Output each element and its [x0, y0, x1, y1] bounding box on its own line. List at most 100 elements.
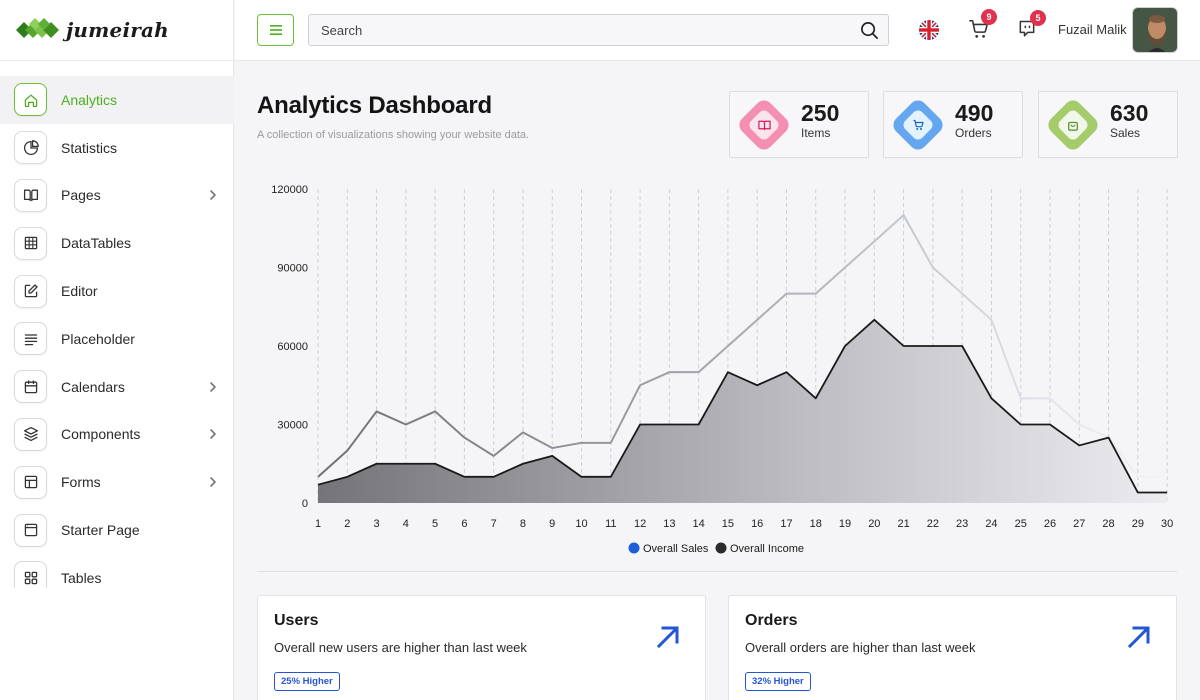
stat-icon-holder	[910, 117, 926, 133]
avatar-image	[1133, 8, 1177, 52]
home-icon	[24, 94, 37, 107]
messages-button[interactable]: 5	[1017, 10, 1046, 44]
book-icon	[23, 190, 38, 202]
analytics-chart: 0 30000 60000 90000 120000 1 2 3 4 5 6 7 8 9 10 11 12 13 1…	[255, 178, 1175, 563]
x-tick-label: 4	[403, 518, 409, 530]
stat-card-items[interactable]: 250 Items	[729, 91, 869, 158]
x-tick-label: 6	[461, 518, 467, 530]
x-tick-label: 14	[693, 518, 705, 530]
x-tick-label: 2	[344, 518, 350, 530]
stat-label: Orders	[955, 126, 992, 140]
stat-value: 490	[955, 100, 994, 126]
sidebar-item-placeholder[interactable]: Placeholder	[0, 315, 234, 363]
x-tick-label: 8	[520, 518, 526, 530]
sidebar-item-label: Forms	[61, 474, 101, 491]
orders-card[interactable]: Orders Overall orders are higher than la…	[728, 595, 1177, 700]
sidebar-icon-box	[14, 370, 47, 404]
search-icon[interactable]	[860, 21, 879, 40]
card-badge: 25% Higher	[274, 672, 340, 691]
card-title: Orders	[745, 612, 798, 629]
x-tick-label: 24	[985, 518, 997, 530]
legend-label: Overall Sales	[643, 543, 709, 555]
chevron-right-icon[interactable]	[208, 381, 218, 393]
sidebar-item-label: Tables	[61, 569, 102, 586]
sidebar-icon-box	[14, 226, 47, 260]
brand-name: jumeirah	[66, 18, 169, 42]
edit-icon	[24, 284, 38, 298]
x-tick-label: 21	[897, 518, 909, 530]
page-subtitle: A collection of visualizations showing y…	[257, 129, 530, 141]
sidebar-item-pages[interactable]: Pages	[0, 172, 234, 220]
sidebar-item-components[interactable]: Components	[0, 411, 234, 459]
sidebar-item-calendars[interactable]: Calendars	[0, 363, 234, 411]
x-tick-label: 1	[315, 518, 321, 530]
x-tick-label: 27	[1073, 518, 1085, 530]
sidebar-icon-box	[14, 513, 47, 547]
stat-value: 630	[1110, 100, 1149, 126]
x-tick-label: 10	[575, 518, 587, 530]
sidebar-nav: Analytics Statistics Pages DataTables Editor…	[0, 76, 234, 588]
stat-card-orders[interactable]: 490 Orders	[883, 91, 1023, 158]
sidebar: jumeirah Analytics Statistics Pages DataTab…	[0, 0, 234, 700]
x-tick-label: 5	[432, 518, 438, 530]
x-tick-label: 23	[956, 518, 968, 530]
chevron-right-icon[interactable]	[208, 189, 218, 201]
pie-chart-icon	[23, 139, 39, 155]
arrow-up-right-icon[interactable]	[1126, 624, 1152, 650]
sidebar-icon-box	[14, 178, 47, 212]
divider	[257, 571, 1177, 572]
sidebar-item-starter-page[interactable]: Starter Page	[0, 506, 234, 554]
users-card[interactable]: Users Overall new users are higher than …	[257, 595, 706, 700]
sidebar-icon-box	[14, 131, 47, 165]
user-name[interactable]: Fuzail Malik	[1058, 22, 1127, 37]
menu-toggle-button[interactable]	[257, 14, 294, 46]
brand[interactable]: jumeirah	[0, 0, 233, 61]
sidebar-item-analytics[interactable]: Analytics	[0, 76, 234, 124]
stat-label: Sales	[1110, 126, 1141, 140]
chevron-right-icon[interactable]	[208, 476, 218, 488]
avatar[interactable]	[1132, 7, 1178, 53]
y-tick-label: 30000	[277, 420, 308, 432]
sidebar-item-editor[interactable]: Editor	[0, 267, 234, 315]
sidebar-item-datatables[interactable]: DataTables	[0, 219, 234, 267]
page-title: Analytics Dashboard	[257, 92, 492, 119]
sidebar-icon-box	[14, 83, 47, 117]
y-tick-label: 90000	[277, 263, 308, 275]
sidebar-icon-box	[14, 274, 47, 308]
x-tick-label: 3	[373, 518, 379, 530]
cart-icon	[913, 119, 924, 130]
x-tick-label: 17	[780, 518, 792, 530]
sidebar-item-label: Components	[61, 426, 141, 443]
x-tick-label: 13	[663, 518, 675, 530]
stat-card-sales[interactable]: 630 Sales	[1038, 91, 1178, 158]
uk-flag-icon[interactable]	[918, 19, 940, 41]
sidebar-item-label: Placeholder	[61, 330, 135, 347]
search-box	[308, 14, 889, 46]
chat-count-badge: 5	[1030, 10, 1046, 26]
x-tick-label: 15	[722, 518, 734, 530]
x-tick-label: 26	[1044, 518, 1056, 530]
stat-icon-holder	[1065, 117, 1081, 133]
grid-icon	[24, 237, 37, 250]
stat-label: Items	[801, 126, 831, 140]
stat-value: 250	[801, 100, 840, 126]
legend-marker	[628, 542, 640, 554]
arrow-up-right-icon[interactable]	[655, 624, 681, 650]
x-tick-label: 30	[1161, 518, 1173, 530]
sidebar-item-tables[interactable]: Tables	[0, 554, 234, 588]
sidebar-item-statistics[interactable]: Statistics	[0, 124, 234, 172]
chevron-right-icon[interactable]	[208, 428, 218, 440]
sidebar-item-label: Starter Page	[61, 522, 140, 539]
calendar-icon	[24, 380, 37, 393]
logo-icon	[16, 18, 59, 38]
legend-label: Overall Income	[730, 543, 804, 555]
x-tick-label: 29	[1132, 518, 1144, 530]
income-line	[317, 318, 1168, 494]
stat-icon-holder	[756, 117, 772, 133]
search-input[interactable]	[309, 15, 829, 45]
cart-button[interactable]: 9	[968, 9, 997, 45]
sidebar-item-forms[interactable]: Forms	[0, 458, 234, 506]
shopping-bag-icon	[1068, 121, 1078, 131]
sidebar-icon-box	[14, 417, 47, 451]
